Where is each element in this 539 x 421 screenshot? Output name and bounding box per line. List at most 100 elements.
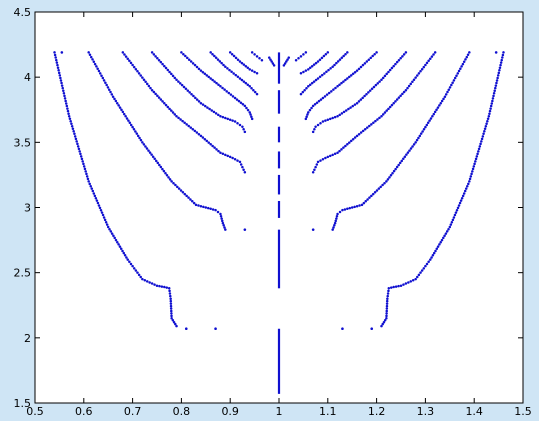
data-point xyxy=(148,281,151,284)
data-point xyxy=(141,141,144,144)
data-point xyxy=(432,53,435,56)
data-point xyxy=(77,147,81,151)
data-point xyxy=(335,215,339,218)
data-point xyxy=(243,171,247,174)
data-point xyxy=(98,72,102,75)
data-point xyxy=(360,203,364,207)
data-point xyxy=(99,208,103,212)
data-point xyxy=(66,109,70,113)
data-point xyxy=(203,72,207,76)
data-point xyxy=(104,220,108,224)
data-point xyxy=(331,65,334,68)
data-point xyxy=(142,78,146,81)
data-point xyxy=(145,147,149,150)
data-point xyxy=(70,125,74,128)
data-point xyxy=(258,57,261,60)
data-point xyxy=(303,88,306,92)
data-point xyxy=(486,117,490,121)
data-point xyxy=(153,157,156,161)
data-point xyxy=(424,63,427,67)
data-point xyxy=(152,90,156,94)
data-point xyxy=(397,96,401,99)
data-point xyxy=(409,147,413,150)
data-point xyxy=(207,75,210,79)
data-point xyxy=(421,130,424,133)
data-point xyxy=(409,82,413,86)
data-point xyxy=(185,194,188,198)
data-point xyxy=(239,163,243,166)
data-point xyxy=(138,136,141,140)
data-point xyxy=(449,223,453,226)
data-point xyxy=(387,70,390,74)
data-point xyxy=(117,243,120,246)
data-point xyxy=(458,201,462,205)
data-point xyxy=(336,115,339,118)
data-point xyxy=(395,165,399,169)
data-point xyxy=(231,156,234,160)
series-8 xyxy=(180,51,254,121)
data-point xyxy=(201,103,205,106)
data-point xyxy=(397,163,400,167)
data-point xyxy=(92,60,96,63)
data-point xyxy=(167,287,171,290)
data-point xyxy=(318,75,322,79)
data-point xyxy=(116,241,119,244)
data-point xyxy=(183,121,186,125)
data-point xyxy=(218,60,222,63)
data-point xyxy=(249,113,252,116)
data-point xyxy=(91,189,95,193)
data-point xyxy=(502,51,505,54)
data-point xyxy=(233,96,237,100)
data-point xyxy=(366,198,369,201)
data-point xyxy=(93,194,97,198)
data-point xyxy=(223,88,226,91)
data-point xyxy=(243,130,247,134)
data-point xyxy=(158,163,161,167)
data-point xyxy=(349,74,353,77)
data-point xyxy=(353,205,356,209)
data-point xyxy=(375,51,378,54)
data-point xyxy=(202,205,205,209)
data-point xyxy=(201,70,205,74)
data-point xyxy=(137,273,141,277)
data-point xyxy=(394,167,397,171)
data-point xyxy=(148,151,152,154)
data-point xyxy=(430,256,433,259)
data-point xyxy=(128,121,132,125)
y-tick-label: 2.5 xyxy=(14,267,32,280)
data-point xyxy=(216,58,220,61)
data-point xyxy=(150,51,154,54)
data-point xyxy=(116,101,119,105)
data-point xyxy=(454,211,458,214)
data-point xyxy=(245,106,248,110)
data-point xyxy=(370,87,374,91)
data-point xyxy=(404,282,408,285)
data-point xyxy=(394,100,397,103)
data-point xyxy=(483,127,487,131)
data-point xyxy=(364,200,367,203)
data-point xyxy=(334,219,337,223)
data-point xyxy=(242,63,246,66)
data-point xyxy=(132,128,136,131)
x-tick-label: 1 xyxy=(276,405,283,418)
data-point xyxy=(481,135,485,138)
data-point xyxy=(395,60,399,64)
data-point xyxy=(355,204,359,208)
data-point xyxy=(314,125,317,128)
data-point xyxy=(179,82,182,85)
data-point xyxy=(357,100,361,103)
data-point xyxy=(191,62,195,65)
data-point xyxy=(216,210,220,214)
data-point xyxy=(422,65,426,69)
data-point xyxy=(192,201,196,205)
data-point xyxy=(164,171,167,175)
data-point xyxy=(61,86,64,90)
data-point xyxy=(156,94,159,98)
data-point xyxy=(361,96,364,100)
data-point xyxy=(174,183,177,187)
data-point xyxy=(351,104,354,108)
data-point xyxy=(197,67,201,71)
data-point xyxy=(75,140,78,143)
data-point xyxy=(134,130,137,133)
data-point xyxy=(217,149,220,153)
